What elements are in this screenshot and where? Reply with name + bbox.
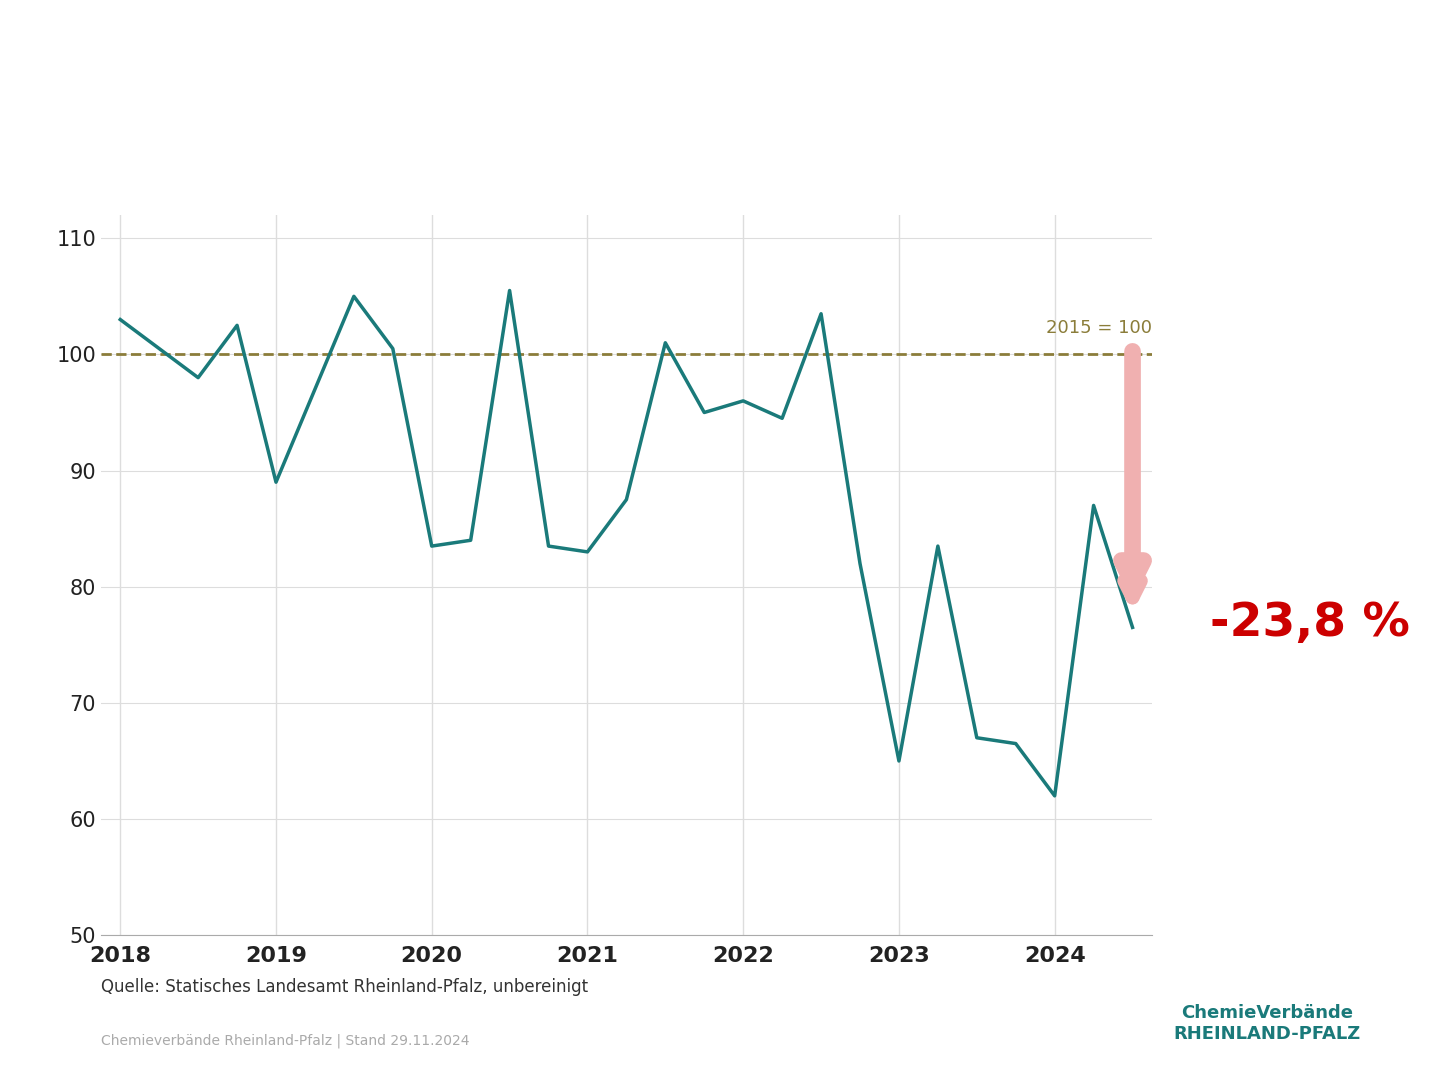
Text: ChemieVerbände
RHEINLAND-PFALZ: ChemieVerbände RHEINLAND-PFALZ: [1174, 1004, 1361, 1043]
Text: Quelle: Statisches Landesamt Rheinland-Pfalz, unbereinigt: Quelle: Statisches Landesamt Rheinland-P…: [101, 978, 588, 997]
Text: Chemie-Produktion in Rheinland-Pfalz: Chemie-Produktion in Rheinland-Pfalz: [65, 56, 1018, 99]
Text: -23,8 %: -23,8 %: [1210, 601, 1410, 646]
Text: 2015 = 100: 2015 = 100: [1045, 319, 1152, 336]
Text: Chemieverbände Rheinland-Pfalz | Stand 29.11.2024: Chemieverbände Rheinland-Pfalz | Stand 2…: [101, 1034, 469, 1048]
Text: 2018 – 2024 (Quartalsansicht): 2018 – 2024 (Quartalsansicht): [65, 135, 487, 163]
